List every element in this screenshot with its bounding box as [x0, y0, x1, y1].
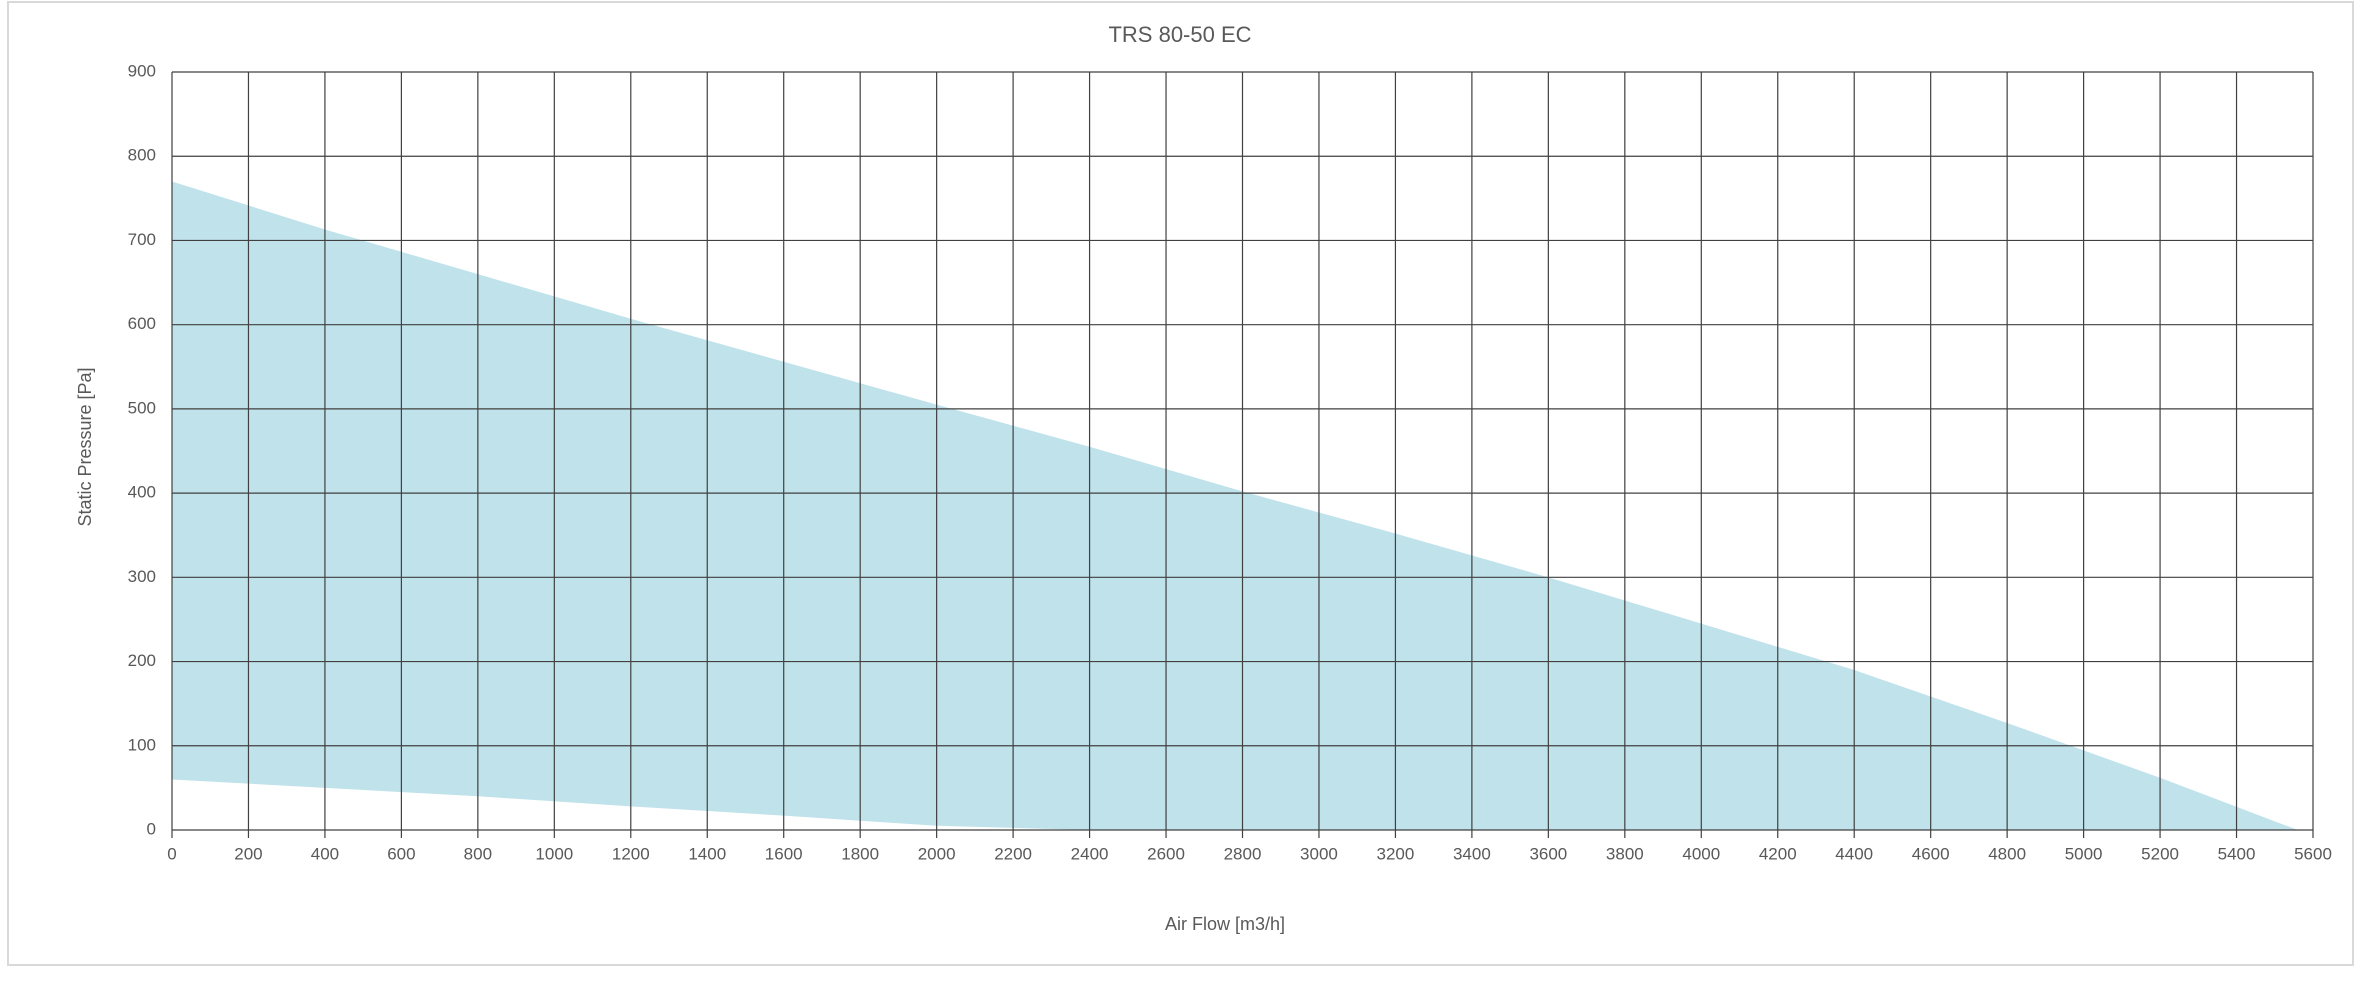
x-tick-label: 4600 — [1912, 844, 1950, 863]
x-tick-label: 5600 — [2294, 844, 2332, 863]
area — [172, 779, 2298, 830]
area — [172, 181, 2298, 830]
y-tick-label: 800 — [128, 146, 156, 165]
x-tick-label: 1600 — [765, 844, 803, 863]
x-tick-label: 4000 — [1682, 844, 1720, 863]
x-tick-label: 5200 — [2141, 844, 2179, 863]
y-tick-label: 700 — [128, 230, 156, 249]
x-tick-label: 1000 — [535, 844, 573, 863]
x-tick-label: 3800 — [1606, 844, 1644, 863]
x-tick-label: 4800 — [1988, 844, 2026, 863]
x-tick-label: 3200 — [1377, 844, 1415, 863]
x-tick-label: 2800 — [1224, 844, 1262, 863]
x-tick-label: 4200 — [1759, 844, 1797, 863]
y-tick-label: 200 — [128, 651, 156, 670]
x-tick-label: 2200 — [994, 844, 1032, 863]
y-tick-label: 0 — [147, 819, 156, 838]
x-tick-label: 3400 — [1453, 844, 1491, 863]
x-tick-label: 2400 — [1071, 844, 1109, 863]
x-tick-label: 1400 — [688, 844, 726, 863]
y-tick-label: 100 — [128, 735, 156, 754]
chart-title: TRS 80-50 EC — [1108, 22, 1251, 47]
x-axis-label: Air Flow [m3/h] — [1165, 914, 1285, 934]
x-tick-label: 5000 — [2065, 844, 2103, 863]
x-tick-label: 1800 — [841, 844, 879, 863]
y-tick-label: 300 — [128, 567, 156, 586]
x-tick-label: 3600 — [1529, 844, 1567, 863]
x-tick-label: 600 — [387, 844, 415, 863]
x-tick-label: 800 — [464, 844, 492, 863]
y-tick-label: 900 — [128, 61, 156, 80]
x-tick-label: 3000 — [1300, 844, 1338, 863]
x-tick-label: 5400 — [2218, 844, 2256, 863]
y-tick-label: 600 — [128, 314, 156, 333]
y-axis-label: Static Pressure [Pa] — [75, 367, 95, 526]
x-tick-label: 0 — [167, 844, 176, 863]
x-tick-label: 2000 — [918, 844, 956, 863]
x-tick-label: 4400 — [1835, 844, 1873, 863]
x-tick-label: 400 — [311, 844, 339, 863]
x-tick-label: 200 — [234, 844, 262, 863]
x-tick-label: 2600 — [1147, 844, 1185, 863]
y-tick-label: 400 — [128, 483, 156, 502]
x-tick-label: 1200 — [612, 844, 650, 863]
y-tick-label: 500 — [128, 398, 156, 417]
